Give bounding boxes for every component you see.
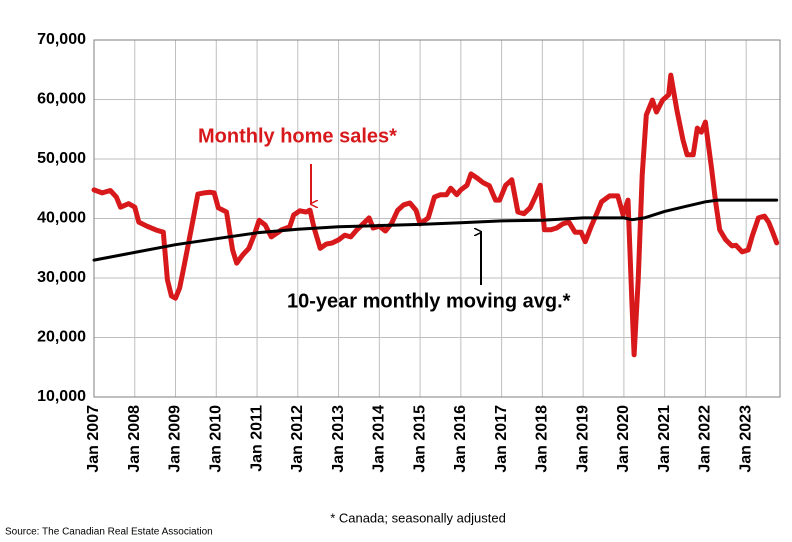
x-tick-label: Jan 2014 [371,405,388,473]
y-tick-label: 40,000 [37,210,86,227]
x-tick-label: Jan 2010 [208,405,225,473]
annotation: 10-year monthly moving avg.* [287,290,571,312]
x-tick-label: Jan 2022 [697,405,714,473]
annotation: Monthly home sales* [198,125,397,147]
source: Source: The Canadian Real Estate Associa… [5,527,213,538]
x-tick-label: Jan 2018 [534,405,551,473]
x-tick-label: Jan 2011 [248,405,265,472]
y-tick-label: 30,000 [37,269,86,286]
y-tick-label: 50,000 [37,150,86,167]
x-tick-label: Jan 2013 [330,405,347,473]
x-tick-label: Jan 2015 [411,405,428,473]
x-tick-label: Jan 2008 [126,405,143,473]
plot-border [93,39,781,398]
x-tick-label: Jan 2009 [167,405,184,473]
x-tick-label: Jan 2007 [85,405,102,473]
x-tick-label: Jan 2021 [656,405,673,473]
x-tick-label: Jan 2020 [615,405,632,473]
series-line [92,198,779,262]
y-tick-label: 10,000 [37,388,86,405]
series-line [91,72,780,358]
x-tick-label: Jan 2017 [493,405,510,473]
x-tick-label: Jan 2012 [289,405,306,473]
x-tick-label: Jan 2016 [452,405,469,473]
y-tick-label: 70,000 [37,31,86,48]
y-tick-label: 20,000 [37,329,86,346]
x-tick-label: Jan 2019 [574,405,591,473]
y-tick-label: 60,000 [37,91,86,108]
footnote: * Canada; seasonally adjusted [330,510,506,525]
x-tick-label: Jan 2023 [737,405,754,473]
